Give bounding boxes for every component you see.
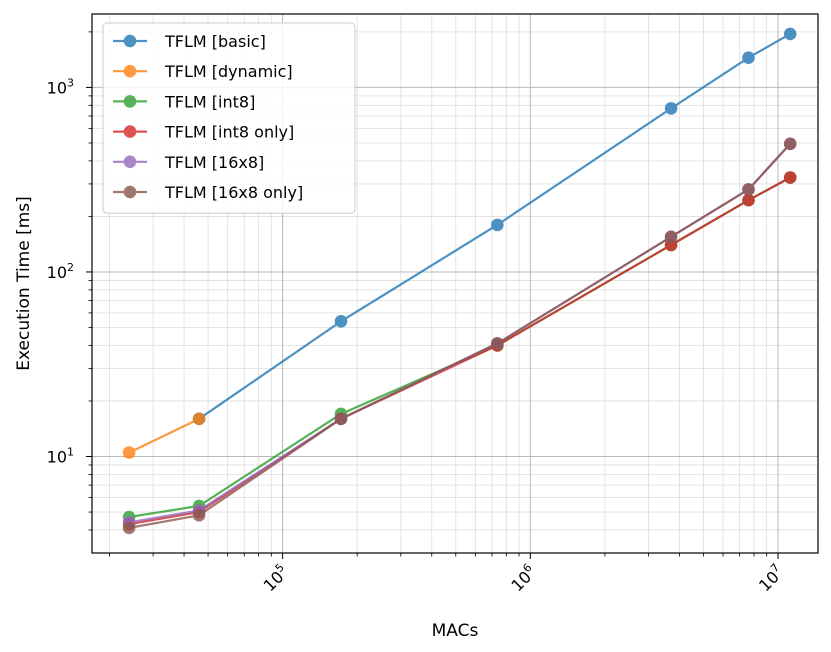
legend-item: TFLM [basic] [113,32,266,51]
data-point [664,102,678,115]
legend-swatch [113,34,147,48]
legend-swatch [113,185,147,199]
series-3 [122,171,797,524]
legend-swatch [113,95,147,108]
data-point [192,412,206,426]
legend-label: TFLM [int8 only] [164,123,294,142]
data-point [742,51,755,64]
legend-box [102,22,356,214]
data-point [122,446,136,459]
legend-item: TFLM [dynamic] [113,62,293,81]
legend-swatch [113,125,147,138]
data-point [491,337,504,350]
legend-label: TFLM [16x8] [164,153,264,172]
legend-item: TFLM [16x8] [113,153,264,172]
legend-marker [123,155,137,169]
legend-label: TFLM [16x8 only] [164,183,303,202]
series-2 [122,412,206,459]
data-point [783,171,797,184]
plot-frame [91,13,819,554]
x-tick-label: 107 [754,561,788,595]
legend-marker [123,95,137,108]
series-line [127,176,792,519]
legend-marker [123,185,137,199]
series-4 [122,171,797,531]
y-tick-label: 102 [47,261,74,282]
data-point [491,218,504,232]
data-point [192,509,206,522]
legend-swatch [113,64,147,78]
data-point [122,521,136,535]
data-point [334,315,348,328]
legend-marker [123,64,137,78]
data-point [783,137,797,151]
legend: TFLM [basic] TFLM [dynamic] TFLM [int8] TFL… [102,22,356,214]
legend-item: TFLM [int8 only] [113,123,294,142]
y-tick-label: 101 [47,446,74,467]
y-axis-title: Execution Time [ms] [14,196,34,371]
x-tick-label: 106 [506,561,540,595]
data-point [334,412,348,426]
data-point [742,193,755,207]
legend-marker [123,125,137,138]
legend-marker [123,34,137,48]
series-line [197,32,792,420]
y-tick-label: 103 [47,76,74,97]
legend-label: TFLM [basic] [164,32,266,51]
legend-item: TFLM [16x8 only] [113,183,303,202]
legend-label: TFLM [dynamic] [164,62,293,81]
legend-item: TFLM [int8] [113,92,255,111]
legend-label: TFLM [int8] [164,92,255,111]
data-point [664,230,678,244]
data-point [783,27,797,41]
series-1 [192,27,797,426]
x-tick-label: 105 [258,561,292,595]
legend-swatch [113,155,147,169]
series-6 [122,137,797,535]
data-point [742,183,755,196]
series-layer [122,27,797,535]
x-axis-title: MACs [432,621,479,641]
series-line [127,417,201,454]
series-line [127,176,792,526]
axis-ticks [86,31,779,559]
